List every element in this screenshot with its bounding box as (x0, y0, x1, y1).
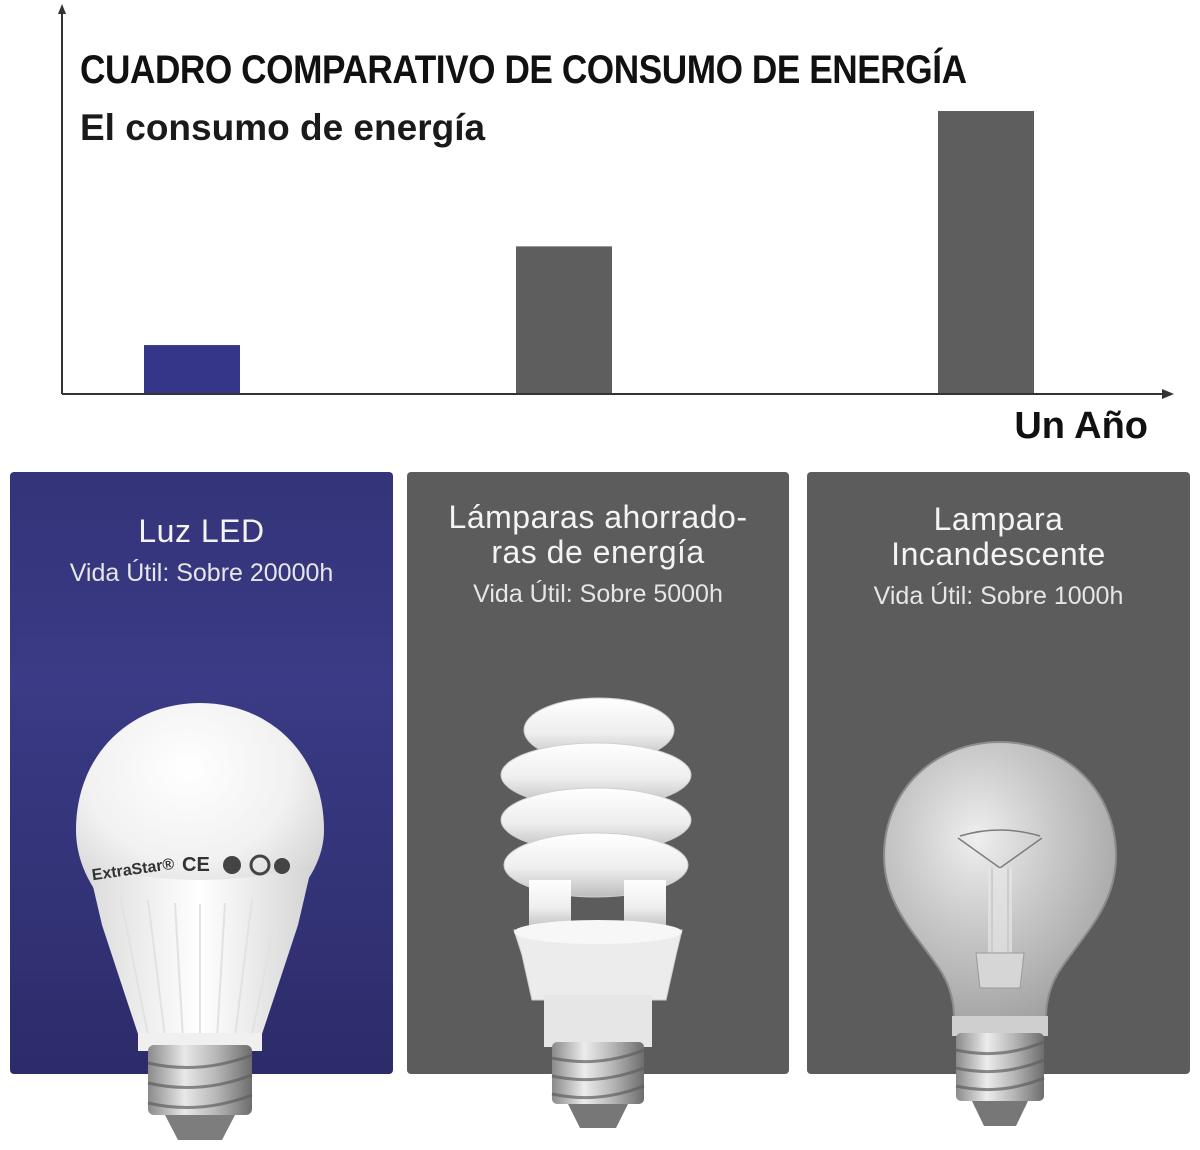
bar-led (144, 345, 240, 393)
y-axis-arrow (58, 4, 66, 14)
bar-incandescent (938, 111, 1034, 393)
panel-inc-life: Vida Útil: Sobre 1000h (873, 582, 1124, 610)
panel-cfl-life: Vida Útil: Sobre 5000h (473, 580, 723, 608)
panel-led-life: Vida Útil: Sobre 20000h (69, 559, 334, 587)
bar-cfl (516, 246, 612, 393)
chart-subtitle: El consumo de energía (80, 107, 486, 148)
energy-bar-chart (58, 4, 1174, 399)
cfl-spiral-bulb-icon (500, 697, 692, 1128)
panel-cfl-name: Lámparas ahorrado- ras de energía (448, 499, 748, 570)
panel-inc-name: Lampara Incandescente (891, 501, 1106, 572)
incandescent-bulb-icon (882, 740, 1118, 1126)
panel-led-name: Luz LED (138, 513, 265, 549)
x-axis-label: Un Año (1014, 405, 1148, 447)
led-bulb-icon: ExtraStar® CE (76, 703, 324, 1140)
chart-title: CUADRO COMPARATIVO DE CONSUMO DE ENERGÍA (80, 48, 967, 92)
x-axis-arrow (1162, 389, 1174, 399)
svg-text:CE: CE (182, 854, 210, 876)
